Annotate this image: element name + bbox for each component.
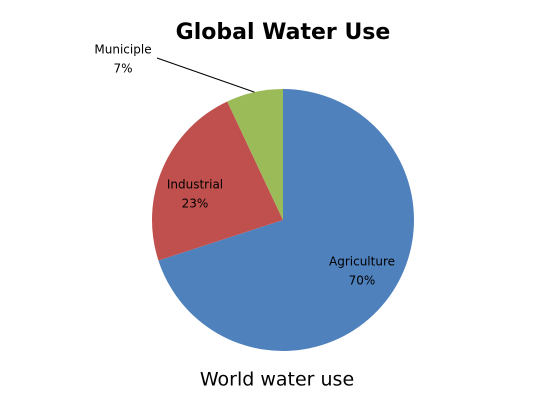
leader-line	[156, 57, 255, 93]
caption: World water use	[200, 369, 354, 391]
slice-value-label: 70%	[349, 274, 376, 288]
pie	[151, 89, 414, 352]
chart-title: Global Water Use	[176, 20, 391, 45]
slice-value-label: 7%	[113, 62, 132, 76]
pie-slice	[151, 101, 283, 261]
slice-label: Municiple	[94, 43, 151, 57]
slice-label: Industrial	[167, 178, 223, 192]
slice-label: Agriculture	[329, 255, 395, 269]
slice-value-label: 23%	[182, 197, 209, 211]
pie-slice	[227, 89, 283, 220]
pie-slice	[158, 89, 414, 352]
